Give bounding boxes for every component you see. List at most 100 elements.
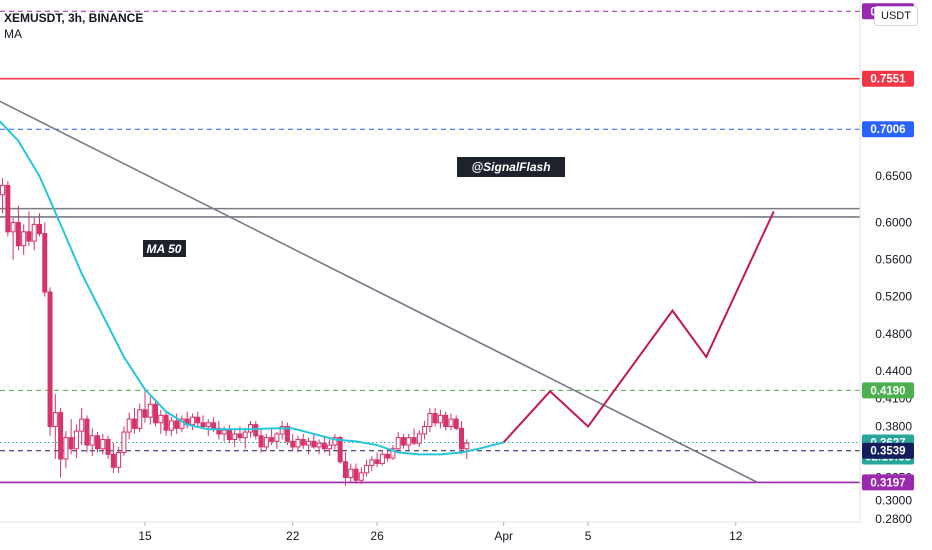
indicator-legend[interactable]: MA (4, 27, 22, 41)
candle-body-down (253, 424, 259, 437)
price-tag-bg (862, 121, 914, 138)
y-tick-label: 0.4800 (875, 327, 912, 341)
candle-body-up (232, 433, 238, 440)
price-tag-value: 0.4190 (870, 385, 905, 397)
candle-90 (427, 407, 433, 433)
candle-body-down (237, 433, 243, 439)
candle-21 (63, 431, 69, 469)
candle-body-down (337, 437, 343, 463)
time-axis[interactable]: 15 22 26 Apr 5 12 (0, 521, 860, 543)
candle-13 (21, 224, 27, 255)
candle-72 (332, 433, 338, 450)
candle-26 (89, 428, 95, 457)
candle-body-down (37, 223, 42, 235)
y-tick-label: 0.6500 (875, 169, 912, 183)
watermark-annotation: @SignalFlash (457, 157, 565, 177)
candle-48 (205, 419, 211, 436)
watermark-text: @SignalFlash (471, 160, 550, 174)
candle-20 (58, 407, 64, 478)
candle-62 (279, 420, 285, 440)
candle-body-down (432, 413, 438, 424)
candle-75 (348, 463, 354, 483)
candle-body-down (311, 440, 317, 448)
candle-94 (448, 413, 454, 431)
candle-67 (306, 437, 312, 455)
candle-body-up (147, 403, 153, 418)
candle-body-up (422, 426, 428, 435)
candle-body-down (443, 414, 449, 428)
candle-body-down (174, 420, 180, 429)
candle-body-up (31, 223, 37, 242)
candle-38 (153, 398, 159, 427)
candle-27 (95, 432, 101, 453)
candle-body-down (300, 438, 306, 446)
candle-body-up (464, 442, 470, 450)
candle-88 (416, 430, 422, 447)
ma-label-annotation: MA 50 (143, 240, 186, 257)
candle-body-down (226, 429, 232, 440)
candle-body-down (400, 437, 406, 446)
price-tag-bg (862, 474, 914, 491)
candle-69 (316, 439, 322, 455)
candle-33 (126, 412, 132, 440)
candle-96 (459, 420, 464, 455)
candle-82 (385, 448, 391, 462)
candle-body-down (95, 435, 101, 450)
candle-63 (284, 422, 290, 446)
candle-body-up (437, 414, 443, 424)
candle-body-down (5, 184, 11, 233)
candle-body-up (379, 453, 385, 465)
candle-9 (0, 178, 6, 214)
candle-28 (100, 433, 106, 455)
candle-body-down (290, 440, 296, 448)
x-tick-label: 22 (286, 529, 300, 543)
candle-42 (174, 413, 180, 434)
candle-body-up (390, 448, 396, 459)
candle-body-down (84, 418, 90, 446)
candle-body-up (263, 437, 269, 448)
candle-65 (295, 435, 301, 453)
symbol-header[interactable]: XEMUSDT, 3h, BINANCE (4, 11, 143, 25)
candle-body-up (73, 430, 79, 450)
candle-22 (68, 419, 74, 455)
candle-77 (358, 467, 364, 484)
candle-45 (189, 413, 195, 431)
projection-series (502, 210, 775, 443)
candle-29 (105, 435, 111, 459)
candle-body-up (395, 437, 401, 450)
price-tag-2: 0.7006 (862, 121, 914, 138)
candle-body-up (89, 435, 95, 446)
candle-body-down (200, 422, 206, 428)
candle-64 (290, 433, 296, 451)
candle-17 (42, 222, 48, 297)
candle-31 (116, 446, 122, 473)
candle-body-down (26, 231, 32, 242)
candle-89 (422, 420, 428, 440)
ma50-series (0, 120, 504, 456)
candle-23 (73, 424, 79, 459)
candle-body-up (168, 420, 174, 431)
symbol-title[interactable]: XEMUSDT, 3h, BINANCE (4, 11, 144, 25)
price-tag-value: 0.3197 (870, 477, 905, 489)
candle-59 (263, 433, 269, 451)
candle-body-down (385, 453, 391, 459)
candle-body-up (358, 472, 364, 481)
candle-84 (395, 432, 401, 453)
candle-body-up (327, 444, 333, 450)
y-tick-label: 0.3000 (875, 494, 912, 508)
candle-10 (5, 180, 11, 237)
candle-78 (364, 459, 370, 477)
candle-body-down (68, 437, 74, 450)
candle-47 (200, 415, 206, 429)
y-tick-label: 0.5200 (875, 290, 912, 304)
candle-body-up (63, 437, 69, 460)
candle-24 (79, 407, 85, 446)
candle-86 (406, 433, 412, 451)
candle-body-up (369, 459, 375, 466)
candle-40 (163, 411, 169, 436)
currency-button[interactable]: USDT (874, 6, 918, 26)
candle-body-up (448, 418, 454, 428)
candle-12 (15, 205, 21, 251)
candle-36 (142, 391, 148, 423)
